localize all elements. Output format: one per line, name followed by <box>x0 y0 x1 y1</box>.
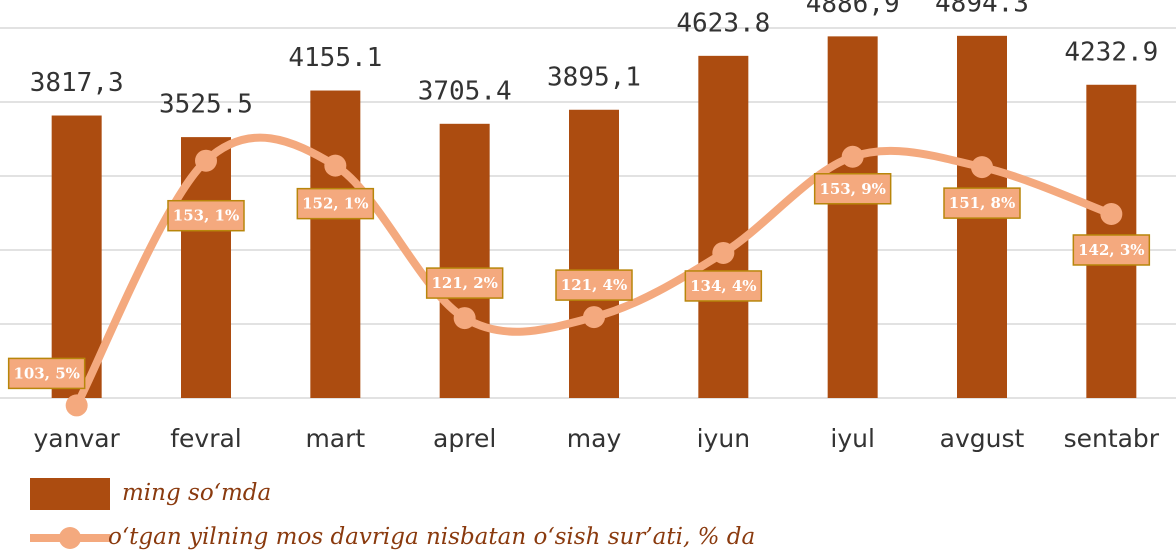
bar-value-label: 3525.5 <box>159 90 253 120</box>
line-marker <box>971 156 993 179</box>
x-tick-label: yanvar <box>33 424 120 453</box>
bar <box>439 123 490 398</box>
bar-value-label: 3895,1 <box>547 62 641 92</box>
legend-swatch-marker <box>59 527 81 549</box>
x-tick-label: mart <box>305 424 365 453</box>
line-label-box <box>1072 234 1151 266</box>
line-marker <box>195 149 217 172</box>
bar-value-label: 3817,3 <box>30 68 124 98</box>
line-value-label: 153, 1% <box>173 207 239 225</box>
bar-value-label: 4623.8 <box>676 8 770 38</box>
legend-swatch-bar <box>30 478 110 510</box>
x-tick-label: aprel <box>433 424 496 453</box>
bar-value-label: 4894.3 <box>935 0 1029 18</box>
line-label-box <box>813 173 892 205</box>
x-tick-label: avgust <box>940 424 1025 453</box>
bar-value-label: 4232.9 <box>1064 37 1158 67</box>
line-label-box <box>425 267 504 299</box>
bar <box>698 55 749 398</box>
bar <box>827 36 878 399</box>
line-marker <box>583 306 605 329</box>
line-value-label: 103, 5% <box>13 364 79 382</box>
x-tick-label: iyun <box>697 424 750 453</box>
legend-label: ming so‘mda <box>122 480 271 506</box>
line-marker <box>841 145 864 168</box>
bar-value-label: 3705.4 <box>418 76 512 106</box>
line-value-label: 134, 4% <box>690 277 756 295</box>
line-label-box <box>7 357 86 390</box>
line-marker <box>324 154 347 177</box>
x-tick-label: may <box>567 424 622 453</box>
line-label-box <box>684 270 763 302</box>
line-marker <box>712 241 735 264</box>
line-value-label: 152, 1% <box>302 195 368 213</box>
line-label-box <box>555 269 633 301</box>
line-marker <box>1100 202 1123 225</box>
bar <box>310 90 361 399</box>
line-value-label: 121, 4% <box>561 276 627 294</box>
legend-label: o‘tgan yilning mos davriga nisbatan o‘si… <box>108 524 755 550</box>
line-value-label: 153, 9% <box>819 180 885 198</box>
line-value-label: 121, 2% <box>431 274 497 292</box>
x-tick-label: iyul <box>830 424 875 453</box>
line-value-label: 142, 3% <box>1078 241 1144 259</box>
line-marker <box>453 307 476 330</box>
x-tick-label: sentabr <box>1064 424 1160 453</box>
line-value-label: 151, 8% <box>949 194 1015 212</box>
line-label-box <box>296 187 375 220</box>
line-label-box <box>167 199 245 232</box>
bar-value-label: 4155.1 <box>288 43 382 73</box>
bar <box>569 109 619 398</box>
x-tick-label: fevral <box>170 424 242 453</box>
line-marker <box>65 394 88 417</box>
line-label-box <box>943 187 1021 219</box>
bar <box>51 115 102 398</box>
bar-value-label: 4886,9 <box>806 0 900 19</box>
